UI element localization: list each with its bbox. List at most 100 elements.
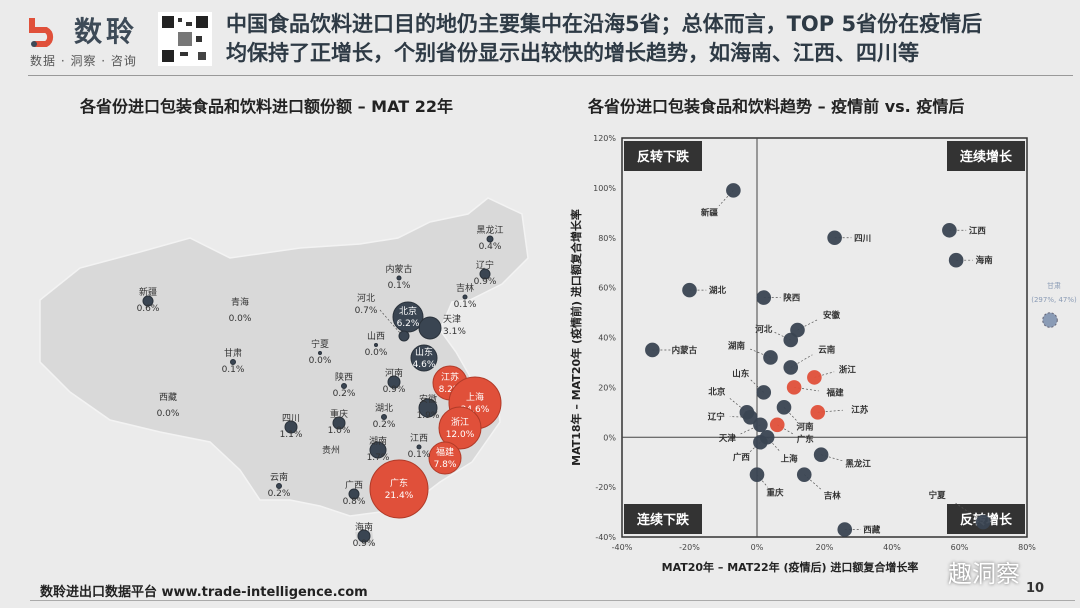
map-bubble-4: 新疆 0.6% xyxy=(137,286,160,314)
map-bubble-11: 甘肃 0.1% xyxy=(222,347,245,375)
header-divider xyxy=(28,75,1073,76)
scatter-point-17: 辽宁 xyxy=(708,410,758,425)
page-number: 10 xyxy=(1026,581,1045,596)
scatter-point-13: 山东 xyxy=(732,368,772,400)
province-name: 河北 xyxy=(357,292,375,304)
scatter-point-8: 内蒙古 xyxy=(645,342,698,358)
quadrant-text: 连续下跌 xyxy=(637,512,690,528)
share-bubble xyxy=(392,301,424,333)
province-name: 山西 xyxy=(367,331,385,342)
province-name: 海南 xyxy=(355,521,373,533)
quadrant-text: 反转下跌 xyxy=(637,149,690,165)
qr-code-icon xyxy=(158,12,212,66)
province-name: 河南 xyxy=(385,367,403,379)
share-bubble xyxy=(369,441,387,459)
outlier-value: (297%, 47%) xyxy=(1031,296,1077,304)
province-share: 7.8% xyxy=(434,460,457,470)
province-name: 天津 xyxy=(443,314,461,325)
point-label: 山东 xyxy=(732,368,750,379)
point-marker xyxy=(749,467,765,482)
scatter-point-9: 湖南 xyxy=(728,340,778,365)
province-share: 0.1% xyxy=(388,281,411,291)
province-name: 贵州 xyxy=(322,444,340,456)
logo-icon xyxy=(29,18,54,47)
leader-line xyxy=(756,474,769,488)
leader-line xyxy=(748,441,761,453)
province-share: 4.6% xyxy=(413,360,436,370)
province-name: 湖南 xyxy=(369,435,387,447)
province-share: 21.4% xyxy=(385,491,414,501)
scatter-point-0: 新疆 xyxy=(701,183,741,218)
province-name: 青海 xyxy=(231,296,249,308)
province-share: 0.1% xyxy=(222,365,245,375)
point-marker xyxy=(810,405,826,420)
map-bubble-25: 江西 0.1% xyxy=(408,433,431,460)
province-name: 北京 xyxy=(399,305,417,317)
leader-line xyxy=(814,371,835,378)
footer-text: 数聆进出口数据平台 www.trade-intelligence.com xyxy=(40,585,368,600)
map-bubble-27: 云南 0.2% xyxy=(268,471,291,499)
scatter-point-25: 西藏 xyxy=(837,522,881,537)
leader-line xyxy=(783,407,797,421)
title-line-1: 中国食品饮料进口目的地仍主要集中在沿海5省；总体而言，TOP 5省份在疫情后 xyxy=(226,12,983,36)
scatter-point-10: 云南 xyxy=(783,344,836,375)
province-share: 0.9% xyxy=(353,539,376,549)
point-marker xyxy=(783,360,799,375)
province-share: 1.1% xyxy=(280,430,303,440)
share-bubble xyxy=(398,330,410,342)
point-marker xyxy=(783,332,799,348)
point-label: 江苏 xyxy=(851,404,869,415)
scatter-point-24: 吉林 xyxy=(796,467,841,502)
point-label: 广东 xyxy=(797,434,815,445)
point-label: 四川 xyxy=(854,234,871,244)
share-bubble xyxy=(479,268,491,280)
province-name: 江苏 xyxy=(441,371,459,383)
point-label: 云南 xyxy=(818,344,836,355)
share-bubble xyxy=(410,344,438,372)
y-tick-label: -20% xyxy=(595,483,616,492)
map-bubble-0: 黑龙江 0.4% xyxy=(476,224,503,252)
province-name: 安徽 xyxy=(419,393,437,405)
leader-line xyxy=(379,309,401,334)
point-marker xyxy=(726,183,741,198)
point-label: 广西 xyxy=(733,452,751,463)
point-label: 湖北 xyxy=(709,285,727,296)
province-share: 0.8% xyxy=(343,497,366,507)
share-bubble xyxy=(369,459,429,519)
map-bubble-26: 贵州 xyxy=(322,444,340,456)
map-bubble-23: 重庆 1.0% xyxy=(328,408,351,436)
point-label: 黑龙江 xyxy=(845,459,871,470)
share-bubble xyxy=(486,235,494,243)
province-share: 0.2% xyxy=(373,420,396,430)
plot-frame xyxy=(621,137,1028,538)
map-bubble-7: 天津 3.1% xyxy=(418,314,466,340)
point-marker xyxy=(769,417,785,433)
share-bubble xyxy=(418,316,442,340)
share-bubble xyxy=(396,275,402,281)
point-marker xyxy=(837,522,853,537)
point-marker xyxy=(645,342,660,358)
province-share: 0.2% xyxy=(333,389,356,399)
point-marker xyxy=(827,230,842,246)
province-share: 12.0% xyxy=(446,430,475,440)
quadrant-box xyxy=(624,141,702,171)
map-bubble-6: 北京 6.2% xyxy=(392,301,424,333)
province-share: 0.4% xyxy=(479,242,502,252)
province-share: 0.0% xyxy=(229,314,252,324)
scatter-point-12: 福建 xyxy=(786,380,844,398)
province-share: 0.9% xyxy=(474,277,497,287)
point-marker xyxy=(753,434,768,450)
x-tick-label: 60% xyxy=(951,543,969,552)
map-bubble-19: 福建 7.8% xyxy=(428,441,462,475)
map-bubble-1: 辽宁 0.9% xyxy=(474,259,497,287)
scatter-point-3: 海南 xyxy=(948,252,993,268)
province-name: 甘肃 xyxy=(224,347,242,359)
province-name: 广西 xyxy=(345,479,363,491)
leader-line xyxy=(774,331,791,341)
point-label: 新疆 xyxy=(701,207,719,218)
map-bubble-17: 安徽 1.9% xyxy=(417,393,440,421)
point-marker xyxy=(756,385,772,400)
brand-tagline: 数据 · 洞察 · 咨询 xyxy=(30,54,137,68)
point-label: 重庆 xyxy=(766,488,784,499)
province-share: 0.2% xyxy=(268,489,291,499)
